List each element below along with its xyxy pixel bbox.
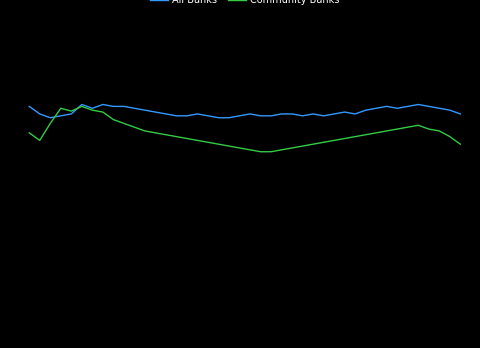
All Banks: [415, 102, 421, 106]
All Banks: [300, 114, 305, 118]
All Banks: [26, 104, 32, 109]
Community Banks: [321, 140, 326, 144]
Community Banks: [79, 104, 84, 109]
Legend: All Banks, Community Banks: All Banks, Community Banks: [146, 0, 343, 9]
Community Banks: [268, 150, 274, 154]
All Banks: [373, 106, 379, 110]
Community Banks: [415, 123, 421, 127]
Community Banks: [373, 131, 379, 135]
All Banks: [37, 112, 43, 116]
Community Banks: [279, 148, 285, 152]
All Banks: [132, 106, 137, 110]
All Banks: [279, 112, 285, 116]
Community Banks: [447, 135, 453, 139]
Community Banks: [352, 135, 358, 139]
Community Banks: [121, 121, 127, 126]
All Banks: [426, 104, 432, 109]
All Banks: [153, 110, 158, 114]
All Banks: [110, 104, 116, 109]
Community Banks: [395, 127, 400, 131]
Community Banks: [184, 136, 190, 141]
Community Banks: [142, 129, 148, 133]
All Banks: [205, 114, 211, 118]
Community Banks: [110, 118, 116, 122]
All Banks: [258, 114, 264, 118]
Community Banks: [174, 135, 180, 139]
All Banks: [384, 104, 390, 109]
Community Banks: [426, 127, 432, 131]
All Banks: [289, 112, 295, 116]
Community Banks: [26, 131, 32, 135]
All Banks: [268, 114, 274, 118]
Community Banks: [331, 138, 337, 142]
All Banks: [395, 106, 400, 110]
Community Banks: [237, 146, 242, 150]
Community Banks: [58, 106, 64, 110]
All Banks: [184, 114, 190, 118]
Line: All Banks: All Banks: [29, 104, 460, 118]
Community Banks: [163, 133, 169, 137]
Community Banks: [342, 136, 348, 141]
Community Banks: [310, 142, 316, 146]
All Banks: [363, 108, 369, 112]
Community Banks: [37, 138, 43, 142]
Community Banks: [216, 142, 221, 146]
All Banks: [331, 112, 337, 116]
All Banks: [436, 106, 442, 110]
Community Banks: [436, 129, 442, 133]
Community Banks: [300, 144, 305, 148]
All Banks: [69, 112, 74, 116]
All Banks: [142, 108, 148, 112]
All Banks: [237, 114, 242, 118]
All Banks: [79, 102, 84, 106]
Community Banks: [247, 148, 253, 152]
Community Banks: [289, 146, 295, 150]
Community Banks: [405, 125, 411, 129]
All Banks: [194, 112, 200, 116]
Community Banks: [48, 121, 53, 126]
Community Banks: [132, 125, 137, 129]
All Banks: [405, 104, 411, 109]
All Banks: [58, 114, 64, 118]
Community Banks: [194, 138, 200, 142]
Community Banks: [363, 133, 369, 137]
All Banks: [321, 114, 326, 118]
Community Banks: [89, 108, 95, 112]
All Banks: [247, 112, 253, 116]
All Banks: [310, 112, 316, 116]
All Banks: [100, 102, 106, 106]
All Banks: [174, 114, 180, 118]
Community Banks: [205, 140, 211, 144]
All Banks: [216, 116, 221, 120]
Community Banks: [153, 131, 158, 135]
All Banks: [457, 112, 463, 116]
All Banks: [163, 112, 169, 116]
All Banks: [48, 116, 53, 120]
Community Banks: [100, 110, 106, 114]
All Banks: [121, 104, 127, 109]
All Banks: [89, 106, 95, 110]
Community Banks: [69, 109, 74, 113]
All Banks: [342, 110, 348, 114]
All Banks: [447, 108, 453, 112]
Community Banks: [457, 142, 463, 146]
All Banks: [226, 116, 232, 120]
Line: Community Banks: Community Banks: [29, 106, 460, 152]
Community Banks: [258, 150, 264, 154]
Community Banks: [384, 129, 390, 133]
All Banks: [352, 112, 358, 116]
Community Banks: [226, 144, 232, 148]
